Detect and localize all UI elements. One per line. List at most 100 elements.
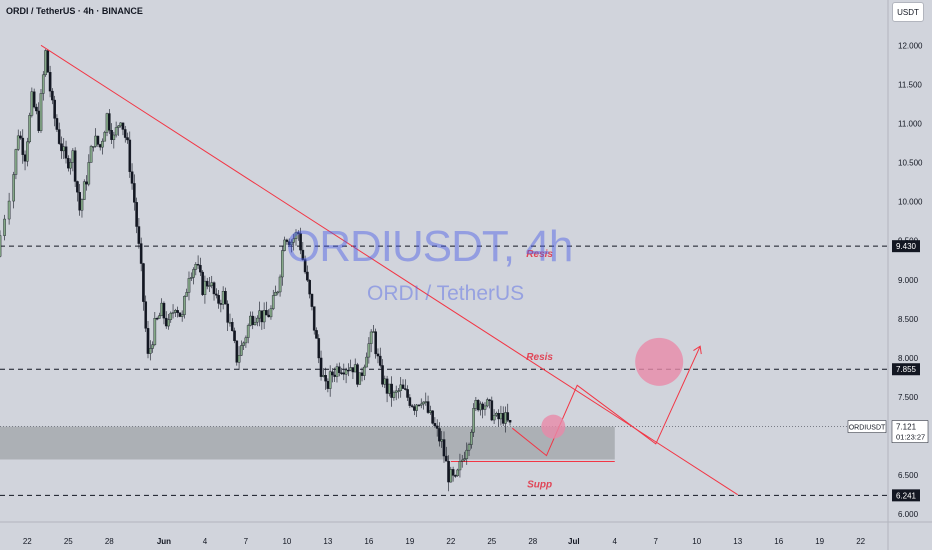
- candle: [378, 355, 382, 366]
- candle: [137, 226, 141, 244]
- candle: [312, 306, 316, 331]
- candle: [176, 310, 179, 313]
- candle: [426, 401, 430, 413]
- candle: [326, 380, 330, 389]
- y-tick-label: 11.500: [898, 80, 922, 89]
- candle: [385, 378, 389, 394]
- x-tick-label: 19: [815, 537, 824, 546]
- x-tick-label: 28: [105, 537, 114, 546]
- candle: [310, 293, 314, 307]
- candle: [333, 374, 337, 377]
- candle: [192, 269, 195, 278]
- x-tick-label: Jun: [157, 537, 171, 546]
- candle: [32, 91, 36, 108]
- candle: [429, 410, 432, 413]
- candle: [472, 408, 475, 433]
- x-tick-label: 7: [654, 537, 659, 546]
- candle: [201, 271, 204, 295]
- candle: [215, 293, 218, 296]
- candle: [87, 162, 91, 185]
- candle: [48, 72, 52, 92]
- candle: [155, 318, 159, 320]
- candle: [151, 344, 154, 349]
- candle: [26, 141, 29, 162]
- candle: [144, 301, 148, 329]
- highlight-circle: [541, 414, 566, 439]
- candle: [183, 296, 186, 315]
- symbol-title: ORDI / TetherUS · 4h · BINANCE: [6, 6, 143, 16]
- candle: [41, 74, 45, 94]
- candle: [470, 431, 473, 445]
- candle: [0, 235, 2, 257]
- level-price-label: 9.430: [896, 242, 917, 251]
- candle: [353, 364, 357, 373]
- candle: [267, 314, 270, 318]
- candle: [331, 371, 334, 376]
- candle: [381, 365, 384, 385]
- level-price-tag: [892, 240, 920, 253]
- candle: [490, 400, 494, 421]
- candle: [107, 113, 111, 131]
- price-axis-panel: [888, 0, 932, 550]
- candle: [142, 263, 145, 302]
- x-tick-label: 25: [64, 537, 73, 546]
- candle: [388, 383, 391, 394]
- candle: [481, 403, 485, 410]
- candle: [347, 369, 350, 372]
- candle: [394, 390, 398, 393]
- x-tick-label: 25: [487, 537, 496, 546]
- candle: [317, 338, 321, 359]
- candle: [185, 292, 189, 297]
- candle: [367, 343, 371, 358]
- candle: [265, 310, 268, 316]
- candle: [369, 331, 373, 344]
- candle: [117, 125, 120, 128]
- candle: [196, 264, 200, 266]
- candle: [442, 439, 446, 457]
- x-tick-label: 13: [733, 537, 742, 546]
- candle: [180, 314, 184, 317]
- candle: [374, 331, 377, 355]
- candle: [128, 139, 132, 172]
- symbol-tag: [847, 420, 887, 433]
- candle: [255, 317, 259, 323]
- x-tick-label: 4: [613, 537, 618, 546]
- x-tick-label: 22: [446, 537, 455, 546]
- candle: [28, 115, 31, 143]
- candle: [415, 404, 418, 411]
- candle: [251, 315, 255, 326]
- candle: [71, 150, 75, 163]
- candle: [351, 367, 355, 373]
- candle: [212, 282, 216, 295]
- candle: [274, 292, 277, 296]
- candle: [205, 280, 209, 287]
- candle: [337, 366, 341, 373]
- y-tick-label: 8.500: [898, 315, 919, 324]
- candle: [119, 122, 122, 127]
- candle: [281, 250, 284, 278]
- candle: [399, 384, 403, 391]
- y-tick-label: 6.500: [898, 471, 919, 480]
- candle: [3, 218, 6, 236]
- candle: [258, 310, 261, 319]
- currency-button[interactable]: USDT: [892, 2, 924, 22]
- candle: [237, 355, 241, 363]
- candle: [133, 183, 136, 203]
- candle: [356, 364, 359, 385]
- candle: [483, 405, 487, 410]
- x-tick-label: 22: [856, 537, 865, 546]
- candle: [422, 401, 425, 405]
- candle: [447, 460, 450, 483]
- candle: [344, 369, 348, 375]
- candle: [260, 310, 264, 323]
- candle: [451, 469, 455, 476]
- x-tick-label: 28: [528, 537, 537, 546]
- x-tick-label: 22: [23, 537, 32, 546]
- candle: [278, 276, 282, 293]
- level-price-label: 7.855: [896, 365, 917, 374]
- candle: [89, 146, 93, 163]
- candle: [174, 310, 177, 313]
- y-tick-label: 12.000: [898, 41, 923, 50]
